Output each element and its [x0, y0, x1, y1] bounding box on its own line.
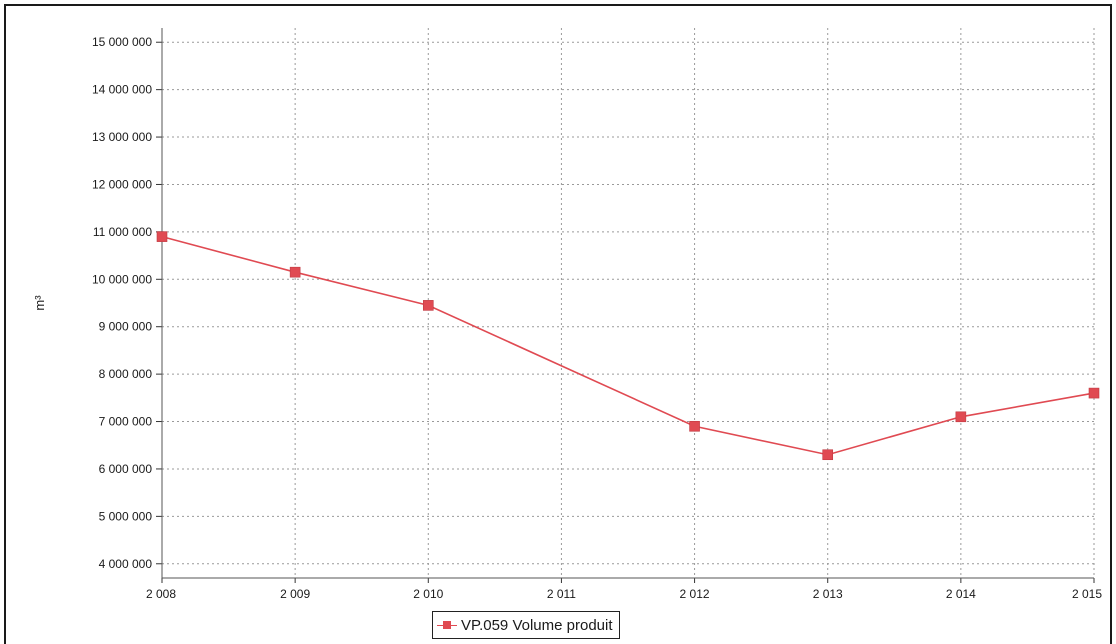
y-tick-label: 11 000 000 [93, 225, 152, 239]
plot-area [162, 28, 1094, 578]
x-tick-label: 2 012 [680, 587, 710, 601]
y-tick-label: 7 000 000 [99, 415, 153, 429]
x-tick-label: 2 013 [813, 587, 843, 601]
y-tick-label: 5 000 000 [99, 509, 153, 523]
x-tick-label: 2 008 [146, 587, 176, 601]
y-tick-label: 12 000 000 [92, 177, 152, 191]
legend-swatch [437, 619, 457, 631]
y-tick-label: 14 000 000 [92, 83, 152, 97]
y-tick-label: 8 000 000 [99, 367, 153, 381]
legend: VP.059 Volume produit [432, 611, 620, 639]
y-tick-labels: 4 000 000 5 000 000 6 000 000 7 000 000 8 00… [92, 35, 152, 571]
y-tick-label: 15 000 000 [92, 35, 152, 49]
y-tick-label: 6 000 000 [99, 462, 153, 476]
y-tick-label: 10 000 000 [92, 272, 152, 286]
data-point [422, 300, 434, 311]
x-tick-label: 2 015 [1072, 587, 1102, 601]
x-tick-label: 2 011 [547, 587, 576, 601]
data-point [955, 411, 967, 423]
data-point [1088, 387, 1100, 399]
y-tick-label: 4 000 000 [99, 557, 153, 571]
y-tick-label: 13 000 000 [92, 130, 152, 144]
x-tick-label: 2 009 [280, 587, 310, 601]
legend-label: VP.059 Volume produit [461, 616, 613, 634]
data-point [289, 266, 301, 278]
axes [156, 28, 1095, 583]
x-tick-label: 2 010 [413, 587, 443, 601]
series-points [156, 231, 1100, 461]
grid-lines [161, 28, 1095, 578]
data-point [689, 420, 700, 432]
y-axis-label: m³ [32, 295, 47, 311]
data-point [822, 449, 834, 461]
y-tick-label: 9 000 000 [99, 320, 153, 334]
x-tick-label: 2 014 [946, 587, 976, 601]
data-point [156, 231, 168, 242]
x-tick-labels: 2 008 2 009 2 010 2 011 2 012 2 013 2 014 2 015 [146, 587, 1102, 601]
